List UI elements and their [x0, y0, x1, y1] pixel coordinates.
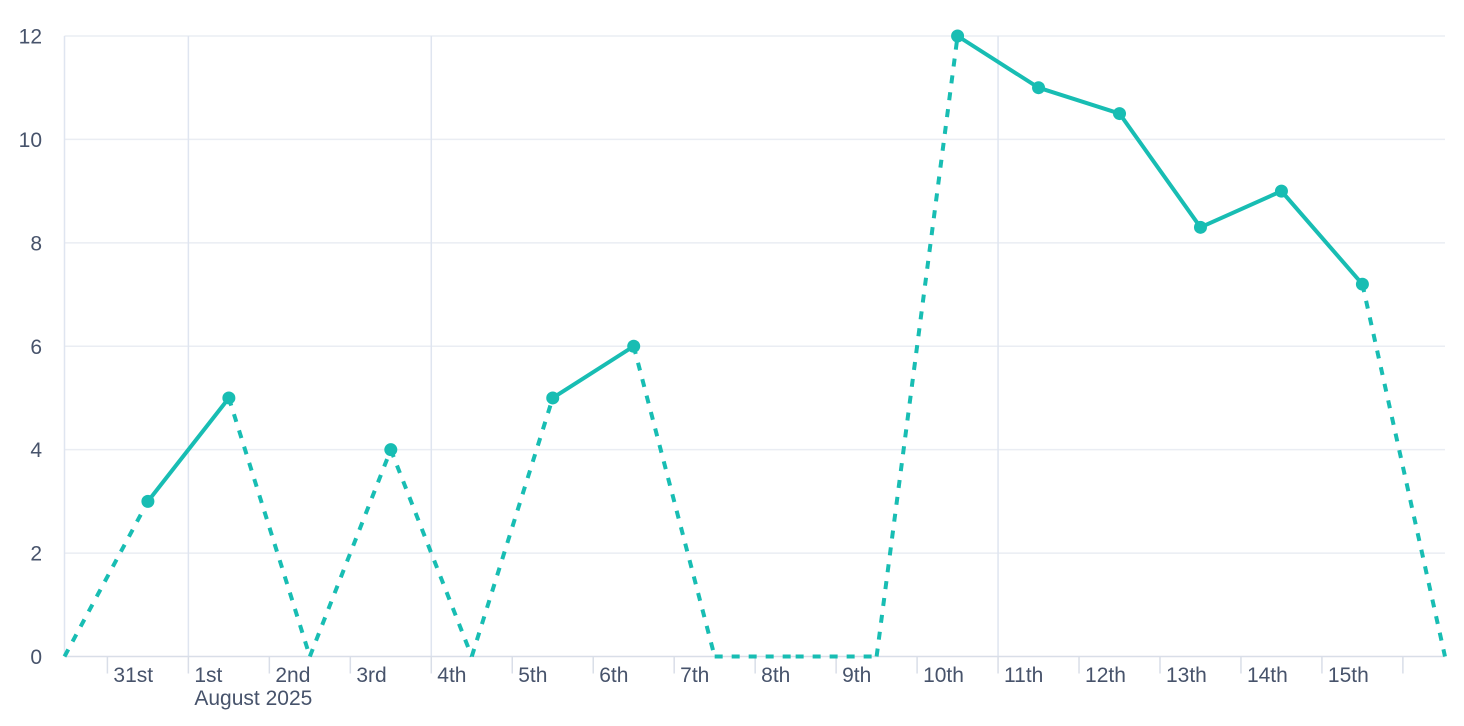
data-point-marker[interactable] — [1193, 220, 1207, 234]
line-segment-dashed — [1360, 283, 1447, 657]
data-point-marker[interactable] — [546, 391, 560, 405]
line-segment-dashed — [631, 345, 717, 658]
x-tick-label: 4th — [437, 664, 466, 687]
data-point-marker[interactable] — [1113, 107, 1127, 121]
data-point-marker[interactable] — [627, 339, 641, 353]
x-tick-label: 7th — [680, 664, 709, 687]
x-tick-label: 3rd — [356, 664, 386, 687]
line-segment-dashed — [226, 397, 312, 658]
x-tick-label: 13th — [1166, 664, 1207, 687]
line-segment-dashed — [62, 500, 150, 658]
line-segment-solid — [550, 344, 636, 400]
y-tick-label: 2 — [30, 543, 42, 566]
x-tick-label: 14th — [1247, 664, 1288, 687]
data-point-marker[interactable] — [384, 443, 398, 457]
data-point-marker[interactable] — [141, 494, 155, 508]
x-tick-label: 9th — [842, 664, 871, 687]
data-point-marker[interactable] — [1032, 81, 1046, 95]
x-tick-label: 11th — [1004, 664, 1043, 687]
x-tick-label: 1st — [194, 664, 222, 687]
y-tick-label: 10 — [19, 129, 42, 152]
x-tick-label: 15th — [1328, 664, 1369, 687]
line-segment-solid — [1279, 189, 1365, 287]
data-point-marker[interactable] — [1355, 277, 1369, 291]
line-segment-dashed — [307, 448, 393, 658]
data-point-marker[interactable] — [951, 29, 965, 43]
x-tick-label: 8th — [761, 664, 790, 687]
line-segment-solid — [1036, 85, 1122, 116]
month-caption: August 2025 — [194, 687, 312, 710]
x-tick-label: 6th — [599, 664, 628, 687]
y-tick-label: 0 — [30, 646, 42, 669]
y-tick-label: 4 — [30, 439, 42, 462]
line-segment-dashed — [469, 397, 555, 658]
x-tick-label: 12th — [1085, 664, 1126, 687]
y-tick-label: 12 — [19, 26, 42, 49]
x-tick-label: 31st — [113, 664, 153, 687]
x-tick-label: 10th — [923, 664, 964, 687]
line-segment-dashed — [388, 448, 474, 658]
data-point-marker[interactable] — [1274, 184, 1288, 198]
x-tick-label: 2nd — [275, 664, 310, 687]
y-tick-label: 8 — [30, 232, 42, 255]
x-tick-label: 5th — [518, 664, 547, 687]
line-segment-solid — [145, 395, 231, 504]
line-segment-solid — [1117, 111, 1203, 230]
data-point-marker[interactable] — [222, 391, 236, 405]
line-segment-solid — [1198, 189, 1284, 230]
y-tick-label: 6 — [30, 336, 42, 359]
line-segment-solid — [955, 34, 1041, 90]
line-segment-dashed — [874, 35, 960, 657]
